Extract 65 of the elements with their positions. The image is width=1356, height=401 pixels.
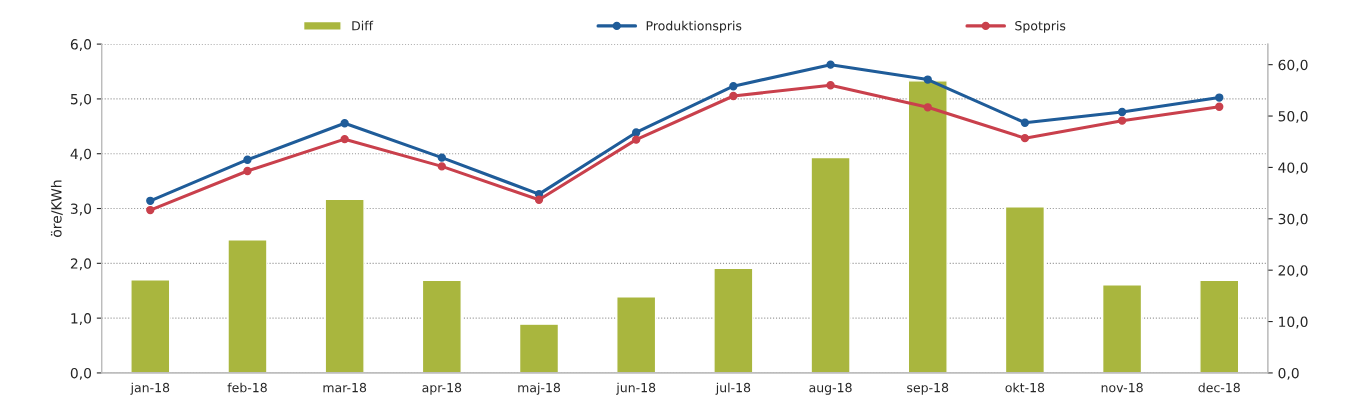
point [340,119,349,128]
x-tick-label: apr-18 [422,382,462,395]
point [534,195,544,204]
bar [1101,284,1143,373]
point [1020,133,1030,143]
point [437,162,446,171]
bar [713,267,754,373]
x-tick-label: sep-18 [907,382,949,395]
x-tick-label: nov-18 [1101,382,1143,393]
point [437,153,446,162]
point [1215,93,1224,102]
y-tick-label: 5,0 [70,93,92,106]
x-tick-label: aug-18 [809,382,852,395]
y2-tick-label: 0,0 [1278,367,1299,380]
bar [130,279,171,373]
bar [810,156,851,373]
x-tick-label: maj-18 [518,382,561,395]
legend-label: Spotpris [1015,20,1066,33]
y-tick-label: 3,0 [70,203,92,216]
y2-tick-label: 60,0 [1278,59,1308,72]
point [1215,102,1224,111]
bar [1004,206,1046,373]
point [729,82,738,91]
point [632,135,641,144]
point [729,91,738,101]
y2-tick-label: 20,0 [1278,265,1308,278]
y-tick-label: 2,0 [70,258,92,271]
bar [1199,279,1240,373]
point [243,166,252,176]
y-tick-label: 6,0 [70,39,92,51]
y2-tick-label: 10,0 [1279,316,1308,329]
point [923,75,932,84]
x-tick-label: jun-18 [616,382,656,395]
point [1020,118,1030,127]
x-tick-label: okt-18 [1005,382,1045,393]
y-tick-label: 4,0 [70,148,92,161]
y-tick-label: 0,0 [70,367,92,380]
bar [616,296,657,373]
point [1117,116,1127,125]
bar [421,279,462,373]
point [146,196,155,205]
point [632,128,641,137]
legend-label: Produktionspris [646,20,742,33]
point [146,205,155,215]
y-tick-label: 1,0 [71,313,92,326]
point [826,81,835,90]
point [923,103,932,112]
x-tick-label: dec-18 [1198,382,1240,393]
point [243,155,252,164]
bar [324,198,365,373]
bar [518,323,560,373]
x-tick-label: jul-18 [715,382,751,395]
point [826,60,835,69]
bar [907,80,948,373]
point [340,134,349,144]
x-tick-label: feb-18 [227,382,267,393]
legend-label: Diff [352,20,374,31]
y2-tick-label: 30,0 [1278,213,1308,226]
bar [227,239,268,373]
x-tick-label: mar-18 [323,382,367,393]
y-axis-title: öre/KWh [50,180,63,237]
x-tick-label: jan-18 [130,382,170,395]
y2-tick-label: 40,0 [1278,162,1308,175]
point [1117,107,1127,117]
y2-tick-label: 50,0 [1278,111,1308,123]
